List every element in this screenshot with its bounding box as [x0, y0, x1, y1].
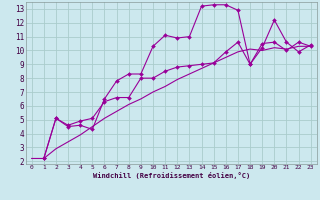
- X-axis label: Windchill (Refroidissement éolien,°C): Windchill (Refroidissement éolien,°C): [92, 172, 250, 179]
